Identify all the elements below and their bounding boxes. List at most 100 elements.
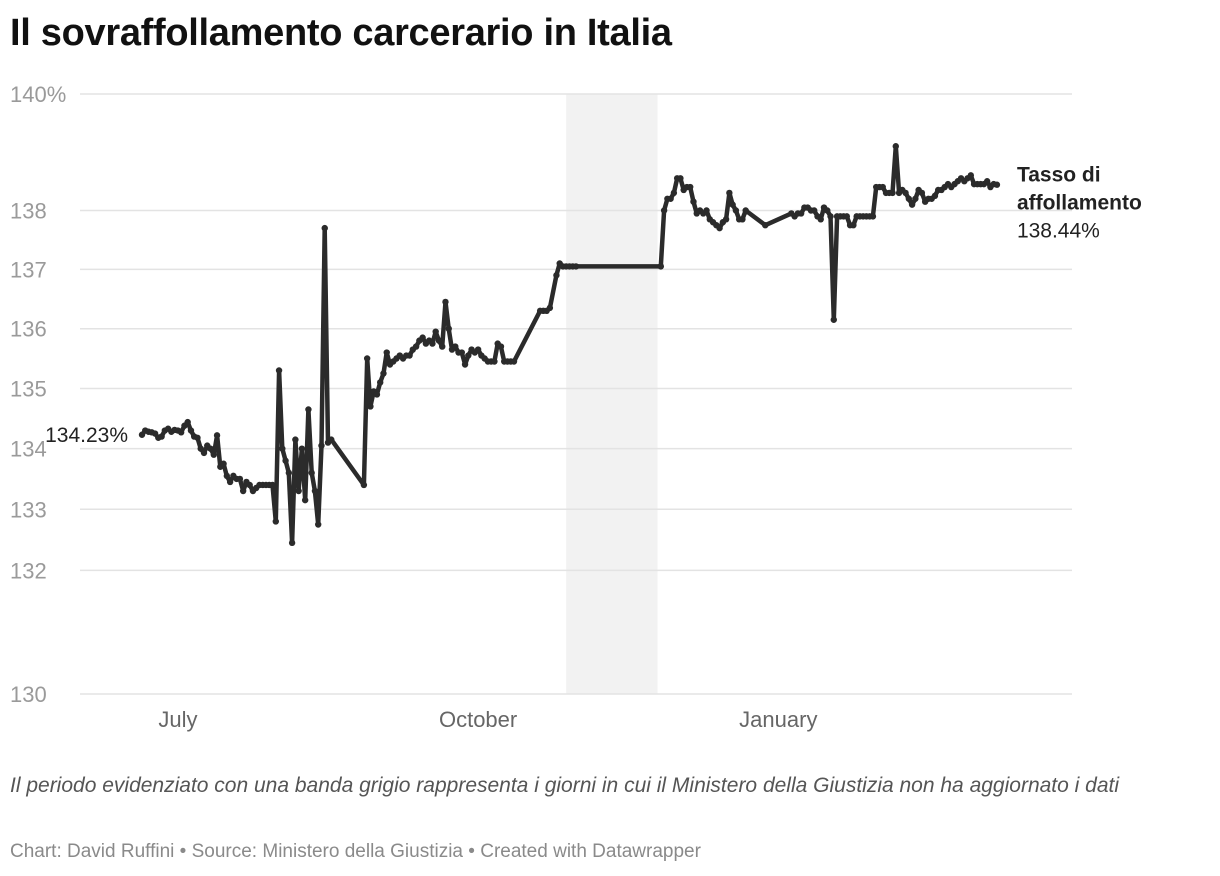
data-point [762, 221, 769, 229]
data-point [239, 487, 247, 495]
data-point [373, 391, 381, 398]
data-point [279, 445, 286, 452]
data-point [553, 272, 560, 279]
data-point [824, 207, 831, 214]
y-axis-tick-labels: 140% 138 137 136 135 134 133 132 130 [10, 82, 66, 707]
chart-title: Il sovraffollamento carcerario in Italia [10, 12, 672, 54]
data-point [236, 475, 244, 483]
line-chart: 140% 138 137 136 135 134 133 132 130 July October… [10, 82, 1142, 732]
data-point [912, 195, 919, 202]
data-point [677, 175, 684, 182]
data-point [739, 216, 746, 223]
data-point [275, 367, 283, 374]
data-point [406, 352, 413, 359]
data-point [732, 207, 740, 214]
data-point [983, 178, 991, 185]
data-point [993, 181, 1001, 188]
data-point [908, 201, 916, 208]
data-point [660, 207, 668, 214]
data-point [474, 346, 482, 353]
data-point [465, 352, 472, 359]
chart-credits: Chart: David Ruffini • Source: Ministero… [10, 841, 701, 863]
data-point [200, 449, 208, 457]
data-point [716, 224, 723, 232]
data-point [380, 370, 387, 377]
data-point [742, 207, 749, 214]
data-point [194, 434, 201, 441]
start-value-label: 134.23% [45, 424, 128, 447]
data-point [670, 189, 678, 197]
data-point [292, 436, 299, 443]
data-point [315, 521, 322, 528]
data-point [213, 432, 221, 439]
data-point [207, 445, 214, 452]
data-point [308, 469, 315, 477]
data-point [177, 429, 185, 436]
data-point [657, 263, 665, 270]
data-point [461, 361, 469, 368]
series-name-label-line1: Tasso di [1017, 164, 1101, 187]
data-point [967, 172, 975, 179]
data-point [158, 433, 165, 440]
y-tick-label: 138 [10, 198, 47, 223]
data-point [918, 189, 926, 197]
data-point [269, 481, 276, 489]
data-point [412, 343, 420, 350]
data-point [298, 445, 306, 452]
x-tick-label: January [739, 707, 817, 732]
data-point [442, 298, 449, 306]
data-point [184, 418, 191, 426]
data-point [869, 213, 877, 220]
credit-tool: Created with Datawrapper [480, 841, 701, 862]
data-point [850, 221, 857, 229]
data-point [288, 539, 296, 547]
data-point [572, 263, 580, 270]
y-tick-label: 136 [10, 317, 47, 342]
data-point [246, 481, 253, 489]
data-point [879, 183, 886, 191]
data-point [703, 207, 710, 214]
series-name-label-line2: affollamento [1017, 192, 1142, 215]
data-point [797, 210, 805, 217]
data-point [843, 213, 851, 220]
data-point [295, 487, 302, 495]
x-tick-label: October [439, 707, 517, 732]
data-point [285, 469, 293, 477]
data-point [363, 355, 371, 362]
data-point [491, 358, 498, 365]
data-point [226, 478, 234, 486]
data-point [432, 328, 439, 335]
series-points [138, 143, 1001, 547]
data-point [830, 316, 837, 323]
data-point [367, 403, 374, 410]
credit-separator: • [174, 841, 192, 862]
data-point [301, 496, 309, 504]
x-axis-tick-labels: July October January [158, 707, 817, 732]
data-point [429, 340, 436, 347]
data-point [827, 213, 834, 220]
data-point [497, 343, 505, 350]
data-point [817, 216, 824, 223]
data-point [690, 198, 697, 205]
data-point [318, 442, 325, 449]
credit-separator: • [463, 841, 481, 862]
data-point [729, 201, 736, 208]
data-point [458, 349, 465, 356]
data-point [811, 207, 818, 214]
data-point [220, 460, 227, 467]
x-tick-label: July [158, 707, 197, 732]
data-point [546, 304, 554, 312]
data-point [328, 436, 335, 443]
data-point [360, 481, 368, 489]
highlight-band-layer [566, 94, 658, 694]
data-point [722, 216, 730, 223]
data-point [305, 406, 312, 413]
data-point [377, 379, 384, 386]
y-tick-label: 133 [10, 497, 47, 522]
data-point [223, 472, 231, 480]
credit-author: Chart: David Ruffini [10, 841, 175, 862]
credit-source: Source: Ministero della Giustizia [191, 841, 463, 862]
data-point [383, 349, 390, 356]
data-point [419, 334, 426, 341]
y-tick-label: 140% [10, 82, 66, 107]
